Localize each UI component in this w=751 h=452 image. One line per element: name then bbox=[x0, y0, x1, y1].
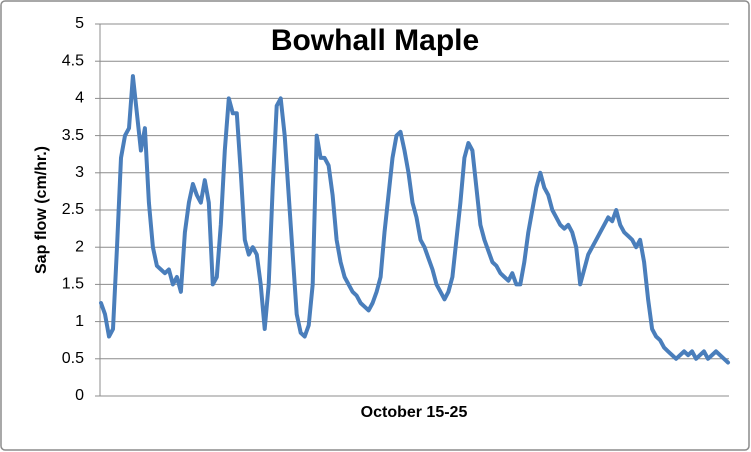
y-axis-label: Sap flow (cm/hr.) bbox=[33, 146, 50, 274]
y-tick-label: 3 bbox=[75, 164, 84, 181]
y-tick-label: 3.5 bbox=[62, 127, 84, 144]
y-tick-label: 0.5 bbox=[62, 350, 84, 367]
y-tick-label: 1 bbox=[75, 313, 84, 330]
y-tick-label: 0 bbox=[75, 387, 84, 404]
y-tick-label: 1.5 bbox=[62, 276, 84, 293]
chart-title: Bowhall Maple bbox=[271, 24, 479, 57]
y-tick-label: 4 bbox=[75, 90, 84, 107]
y-tick-label: 4.5 bbox=[62, 52, 84, 69]
data-line bbox=[99, 74, 730, 365]
y-tick-label: 2 bbox=[75, 238, 84, 255]
y-tick-label: 5 bbox=[75, 15, 84, 32]
x-axis-label: October 15-25 bbox=[361, 404, 468, 421]
y-tick-label: 2.5 bbox=[62, 201, 84, 218]
